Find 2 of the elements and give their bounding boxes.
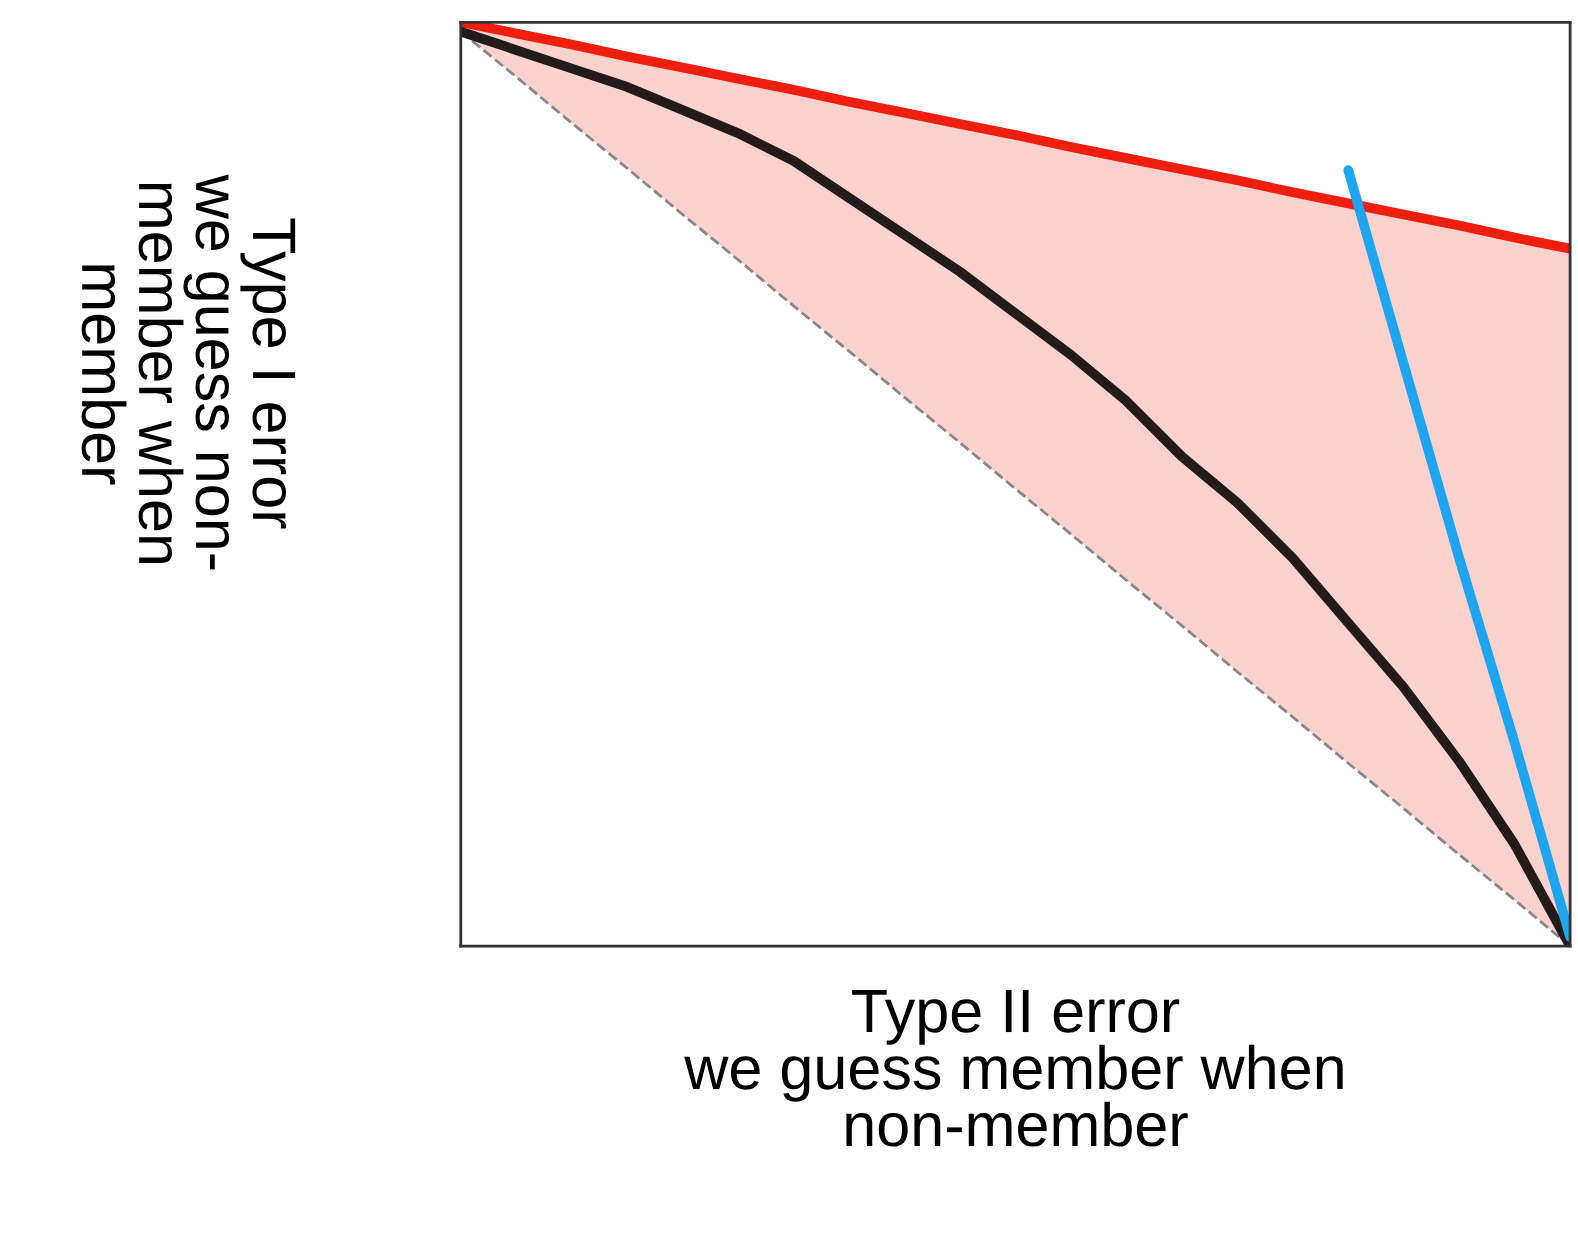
y-axis-title: Type I error we guess non- member when member: [81, 174, 296, 570]
x-axis-title: Type II error we guess member when non-member: [684, 990, 1343, 1147]
